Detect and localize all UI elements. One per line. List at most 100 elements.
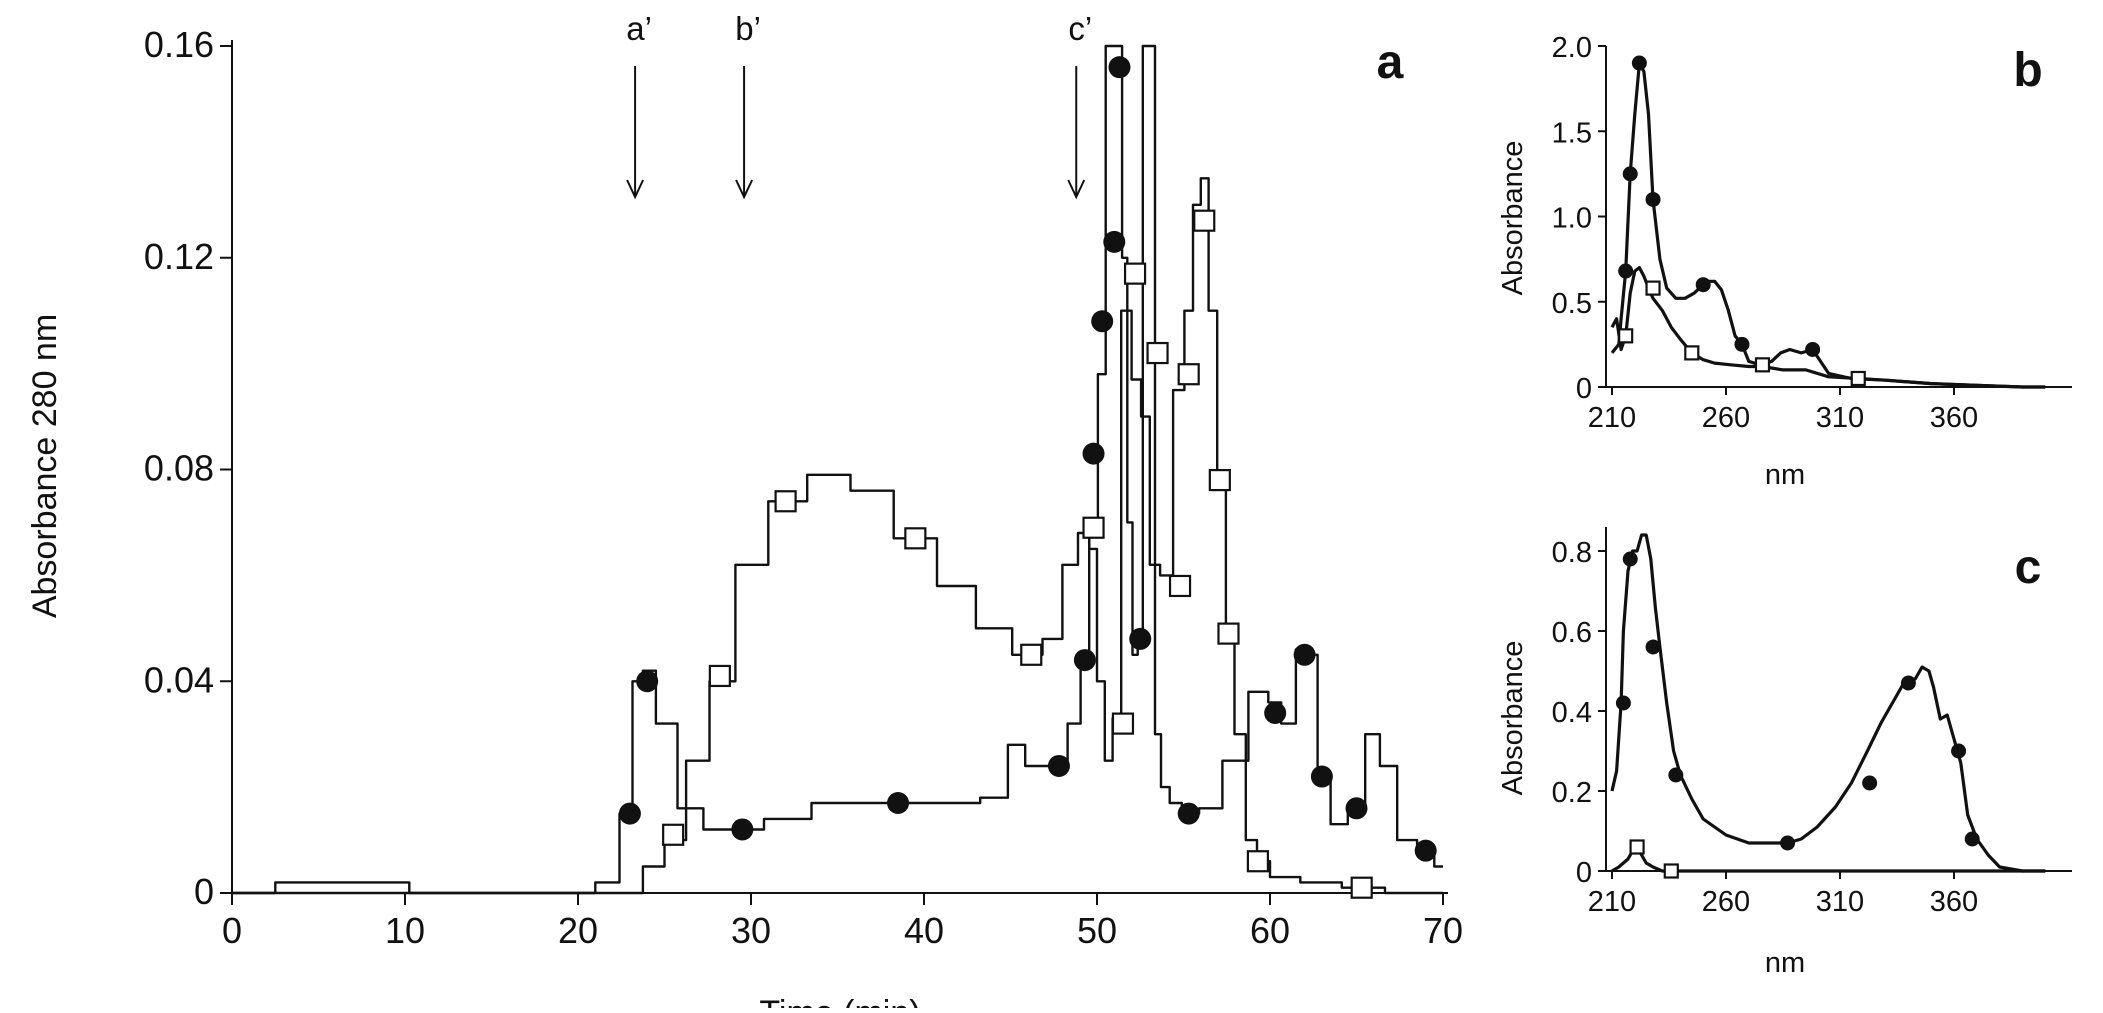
panel-a-x-ticks: 0 10 20 30 40 50 60 70: [222, 893, 1463, 951]
panel-b-y-ticks: 0 0.5 1.0 1.5 2.0: [1552, 32, 1606, 405]
x-tick-label: 310: [1816, 886, 1864, 918]
x-tick-label: 20: [558, 910, 598, 951]
data-point-circle: [1645, 191, 1661, 207]
panel-b-letter: b: [2013, 44, 2042, 97]
data-point-circle: [731, 818, 754, 841]
data-point-circle: [1615, 695, 1631, 711]
panel-a-y-axis-label: Absorbance 280 nm: [26, 314, 64, 618]
data-point-circle: [1622, 166, 1638, 182]
panel-c-axes: [1598, 527, 2072, 872]
annotation-arrow-head: [1067, 179, 1086, 200]
data-point-square: [708, 664, 731, 688]
data-point-circle: [1668, 767, 1684, 783]
y-tick-label: 0.2: [1552, 777, 1592, 809]
data-point-square: [1193, 209, 1216, 232]
x-tick-label: 70: [1423, 910, 1463, 951]
data-point-square: [1618, 328, 1634, 344]
x-tick-label: 10: [385, 910, 425, 951]
x-tick-label: 210: [1588, 402, 1636, 434]
y-tick-label: 0: [1576, 857, 1592, 889]
data-point-circle: [1964, 831, 1980, 847]
series-line-square: [1611, 845, 2046, 873]
data-point-square: [1645, 280, 1661, 296]
panel-a-arrows: a’ b’ c’: [626, 10, 1092, 200]
series-line-square: [1610, 266, 2046, 389]
data-point-circle: [1310, 765, 1333, 788]
panel-c-x-ticks: 210 260 310 360: [1588, 871, 1978, 918]
y-tick-label: 0.4: [1552, 697, 1592, 729]
data-point-circle: [887, 792, 910, 815]
data-point-square: [662, 823, 685, 846]
data-point-square: [1684, 345, 1700, 361]
data-point-circle: [1734, 336, 1750, 352]
y-tick-label: 0.04: [144, 659, 214, 700]
x-tick-label: 0: [222, 910, 242, 951]
data-point-square: [1246, 850, 1269, 873]
data-point-square: [1168, 574, 1192, 598]
panel-c-series: [1610, 533, 2046, 879]
x-tick-label: 260: [1702, 886, 1750, 918]
panel-c-x-axis-label: nm: [1765, 947, 1805, 979]
data-point-square: [1208, 468, 1231, 492]
panel-a-series: [232, 44, 1443, 899]
x-tick-label: 50: [1077, 910, 1117, 951]
y-tick-label: 2.0: [1552, 32, 1592, 64]
annotation-arrow-label: c’: [1068, 10, 1092, 47]
data-point-square: [1111, 712, 1135, 735]
panel-b: b Absorbance nm 210 260 310 360 0 0.5 1.0 1.5 2…: [1497, 32, 2072, 491]
panel-b-x-axis-label: nm: [1765, 459, 1805, 491]
data-point-square: [1146, 341, 1169, 365]
panel-c-y-ticks: 0 0.2 0.4 0.6 0.8: [1552, 537, 1606, 889]
data-point-circle: [1129, 627, 1152, 650]
data-point-circle: [618, 802, 641, 825]
data-point-circle: [1073, 649, 1096, 672]
data-point-square: [1629, 839, 1645, 855]
y-tick-label: 0.16: [144, 24, 214, 65]
panel-b-axes: [1598, 46, 2072, 388]
data-point-circle: [1345, 797, 1368, 820]
x-tick-label: 30: [731, 910, 771, 951]
x-tick-label: 310: [1816, 402, 1864, 434]
data-point-square: [1350, 876, 1373, 899]
data-point-circle: [636, 670, 659, 693]
y-tick-label: 0.8: [1552, 537, 1592, 569]
data-point-circle: [1780, 835, 1796, 851]
annotation-arrow-label: a’: [626, 10, 652, 47]
x-tick-label: 210: [1588, 886, 1636, 918]
series-line-circle: [232, 44, 1443, 895]
data-point-square: [1082, 516, 1105, 539]
data-point-square: [904, 527, 927, 550]
y-tick-label: 0.08: [144, 448, 214, 489]
y-tick-label: 0.5: [1552, 288, 1592, 320]
data-point-circle: [1618, 263, 1634, 279]
panel-b-series: [1610, 55, 2046, 389]
data-point-circle: [1951, 743, 1967, 759]
data-point-square: [1663, 863, 1679, 879]
x-tick-label: 60: [1250, 910, 1290, 951]
data-point-circle: [1645, 639, 1661, 655]
panel-c-y-axis-label: Absorbance: [1497, 641, 1529, 796]
annotation-arrow-head: [735, 179, 753, 200]
y-tick-label: 1.0: [1552, 203, 1592, 235]
y-tick-label: 0: [194, 871, 214, 912]
data-point-circle: [1293, 643, 1316, 666]
data-point-square: [1020, 643, 1043, 666]
panel-c-letter: c: [2015, 541, 2042, 594]
panel-a-y-ticks: 0 0.04 0.08 0.12 0.16: [144, 24, 232, 912]
y-tick-label: 1.5: [1552, 117, 1592, 149]
x-tick-label: 360: [1930, 886, 1978, 918]
data-point-circle: [1103, 230, 1126, 253]
data-point-circle: [1264, 702, 1287, 725]
data-point-circle: [1082, 442, 1105, 465]
panel-b-y-axis-label: Absorbance: [1497, 141, 1529, 296]
data-point-square: [774, 490, 797, 513]
data-point-circle: [1622, 551, 1638, 567]
series-line-square: [232, 177, 1443, 895]
data-point-circle: [1414, 839, 1437, 862]
panel-b-x-ticks: 210 260 310 360: [1588, 387, 1978, 434]
data-point-circle: [1631, 55, 1647, 71]
data-point-circle: [1108, 56, 1131, 79]
series-line-circle: [1610, 533, 2046, 873]
